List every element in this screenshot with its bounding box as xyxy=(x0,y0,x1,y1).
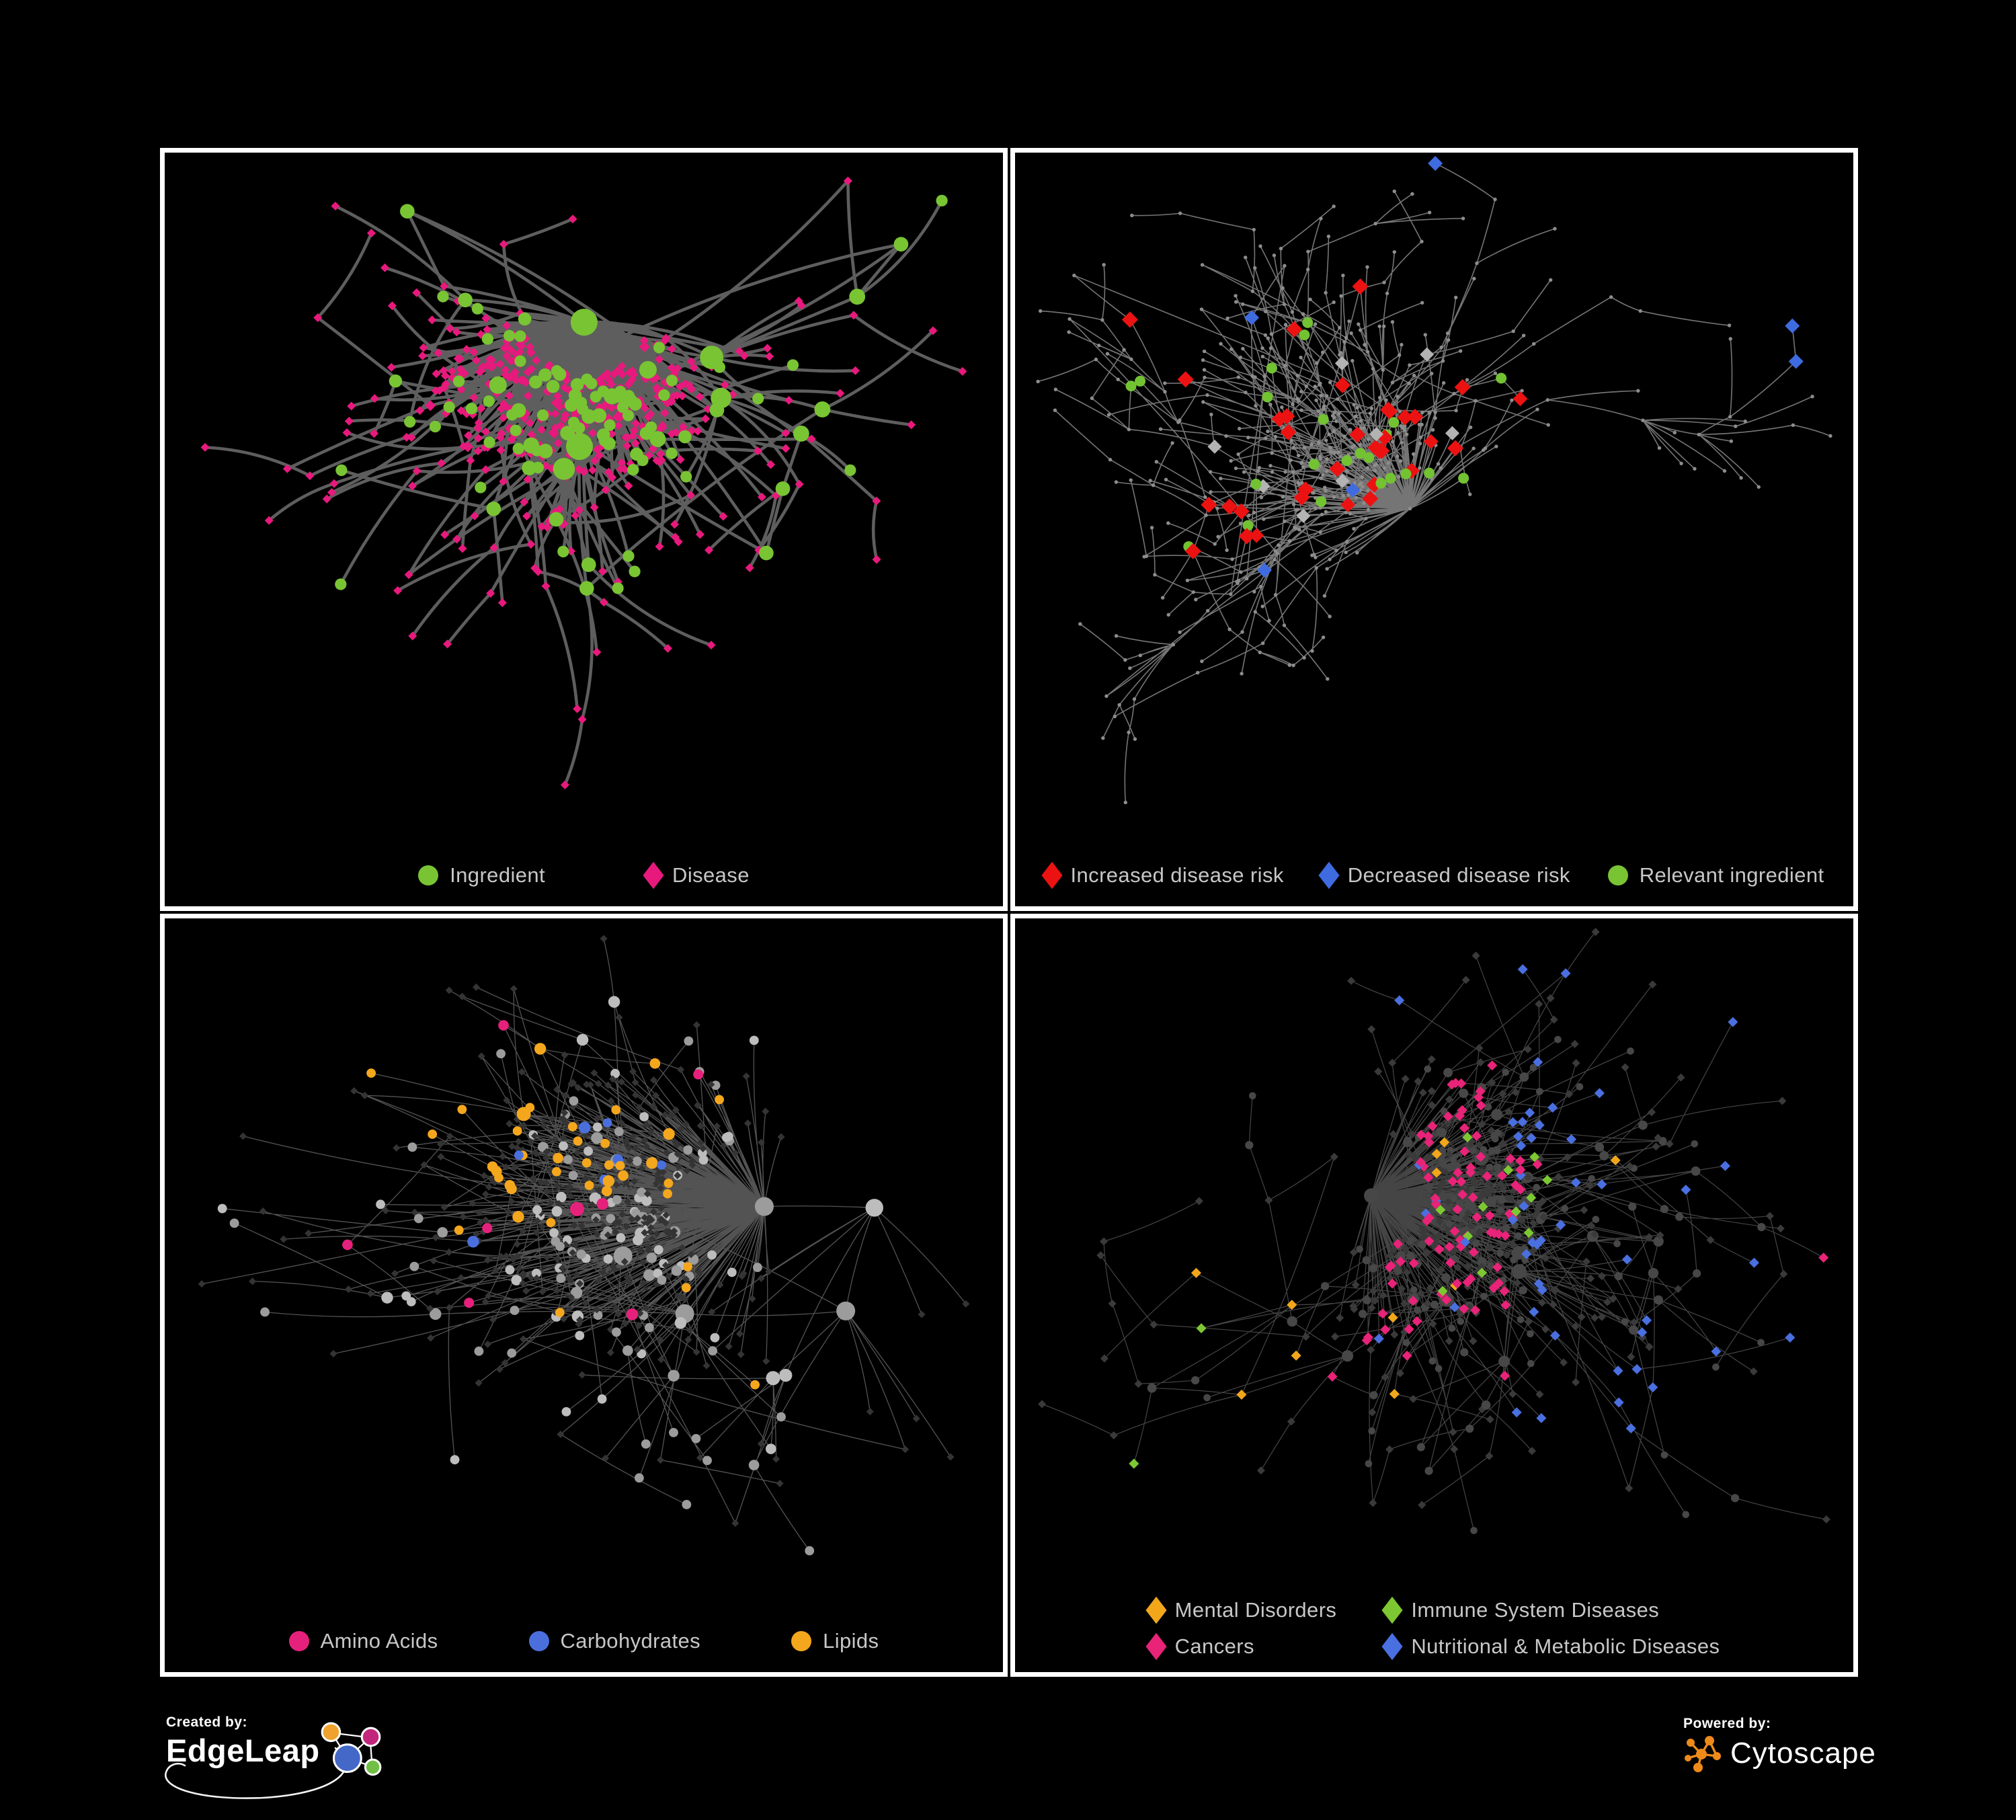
immune-diseases-swatch-icon xyxy=(1381,1596,1403,1624)
relevant-ingredient-label: Relevant ingredient xyxy=(1639,863,1824,887)
cancers-swatch-icon xyxy=(1145,1632,1167,1661)
edgeleap-credit[interactable]: Created by: EdgeLeap xyxy=(165,1714,386,1799)
immune-diseases-label: Immune System Diseases xyxy=(1411,1598,1660,1622)
carbohydrates-label: Carbohydrates xyxy=(560,1629,701,1653)
disease-swatch-icon xyxy=(643,861,664,889)
carbohydrates-swatch-icon xyxy=(528,1631,549,1651)
cytoscape-logo-icon xyxy=(1685,1736,1721,1772)
legend-item-amino-acids: Amino Acids xyxy=(288,1629,438,1653)
edgeleap-brand-text: EdgeLeap xyxy=(166,1733,320,1768)
increased-risk-swatch-icon xyxy=(1041,861,1063,889)
cytoscape-credit[interactable]: Powered by: Cytoscape xyxy=(1683,1716,1876,1774)
disease-label: Disease xyxy=(672,863,750,887)
legend-disease-class: Mental Disorders Immune System Diseases … xyxy=(1015,1596,1853,1661)
disease-class-network-canvas[interactable] xyxy=(1015,918,1853,1672)
legend-ingredient-disease: Ingredient Disease xyxy=(165,861,1003,889)
legend-item-ingredient: Ingredient xyxy=(418,863,545,887)
cytoscape-brand-text: Cytoscape xyxy=(1730,1737,1876,1770)
lipids-label: Lipids xyxy=(823,1629,879,1653)
cancers-label: Cancers xyxy=(1174,1634,1254,1658)
legend-item-cancers: Cancers xyxy=(1145,1632,1254,1661)
lipids-swatch-icon xyxy=(791,1631,812,1651)
ingredient-label: Ingredient xyxy=(450,863,546,887)
legend-disease-risk: Increased disease risk Decreased disease… xyxy=(1015,861,1853,889)
legend-item-decreased-risk: Decreased disease risk xyxy=(1318,861,1570,889)
powered-by-label: Powered by: xyxy=(1683,1716,1771,1731)
mental-disorders-swatch-icon xyxy=(1145,1596,1167,1624)
panel-disease-class: Mental Disorders Immune System Diseases … xyxy=(1010,914,1858,1677)
panel-grid: Ingredient Disease Increased disease ris… xyxy=(160,148,1858,1677)
created-by-label: Created by: xyxy=(166,1714,248,1730)
decreased-risk-swatch-icon xyxy=(1318,861,1340,889)
panel-disease-risk: Increased disease risk Decreased disease… xyxy=(1010,148,1858,911)
metabolic-diseases-swatch-icon xyxy=(1381,1632,1403,1661)
compound-class-network-canvas[interactable] xyxy=(165,918,1003,1672)
legend-item-disease: Disease xyxy=(643,861,750,889)
disease-risk-network-canvas[interactable] xyxy=(1015,153,1853,906)
legend-item-mental-disorders: Mental Disorders xyxy=(1145,1596,1337,1624)
legend-item-metabolic-diseases: Nutritional & Metabolic Diseases xyxy=(1381,1632,1720,1661)
relevant-ingredient-swatch-icon xyxy=(1607,865,1628,885)
metabolic-diseases-label: Nutritional & Metabolic Diseases xyxy=(1411,1634,1720,1658)
amino-acids-swatch-icon xyxy=(288,1631,309,1651)
edgeleap-logo-icon xyxy=(321,1722,381,1776)
legend-item-increased-risk: Increased disease risk xyxy=(1041,861,1284,889)
panel-compound-class: Amino Acids Carbohydrates Lipids xyxy=(160,914,1008,1677)
amino-acids-label: Amino Acids xyxy=(320,1629,438,1653)
legend-item-carbohydrates: Carbohydrates xyxy=(528,1629,701,1653)
legend-item-relevant-ingredient: Relevant ingredient xyxy=(1607,863,1824,887)
legend-compound-class: Amino Acids Carbohydrates Lipids xyxy=(165,1629,1003,1653)
mental-disorders-label: Mental Disorders xyxy=(1174,1598,1337,1622)
panel-ingredient-disease: Ingredient Disease xyxy=(160,148,1008,911)
legend-item-lipids: Lipids xyxy=(791,1629,879,1653)
legend-item-immune-diseases: Immune System Diseases xyxy=(1381,1596,1660,1624)
ingredient-swatch-icon xyxy=(418,865,439,885)
increased-risk-label: Increased disease risk xyxy=(1070,863,1284,887)
decreased-risk-label: Decreased disease risk xyxy=(1347,863,1570,887)
ingredient-disease-network-canvas[interactable] xyxy=(165,153,1003,906)
